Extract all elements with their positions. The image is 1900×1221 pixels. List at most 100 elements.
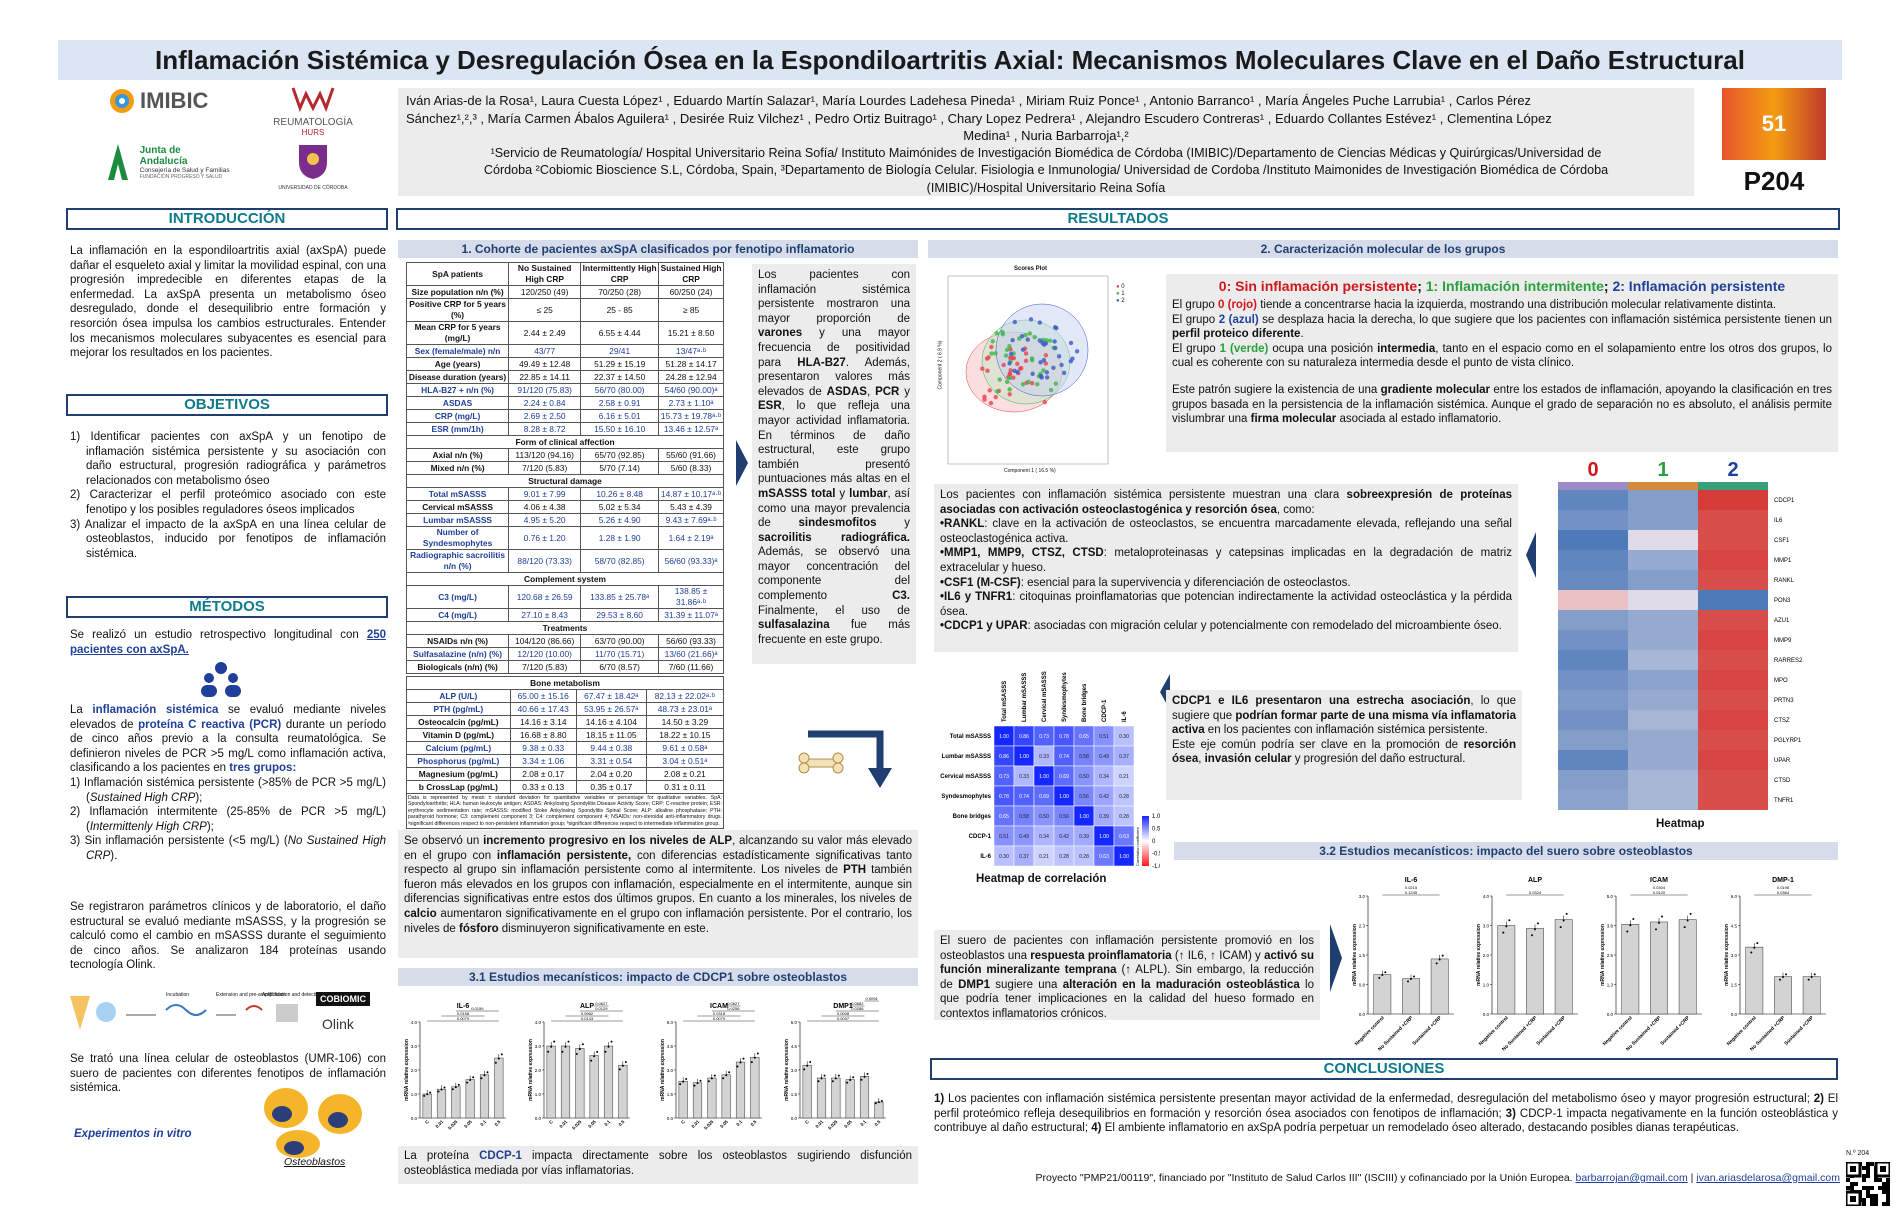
- table-row-label: b CrossLap (pg/mL): [406, 780, 511, 794]
- authors-line-1: Iván Arias-de la Rosa¹, Laura Cuesta Lóp…: [406, 93, 1532, 108]
- resultados-heading: RESULTADOS: [396, 208, 1840, 230]
- table-cell: 7/120 (5.83): [508, 660, 582, 674]
- table-row: Size population n/n (%) 120/250 (49) 70/25…: [405, 285, 724, 299]
- corr-cell: [1113, 845, 1135, 867]
- table-header: Sustained High CRP: [658, 262, 724, 286]
- corr-value: 0.86: [999, 754, 1009, 760]
- groups-text: El grupo 0 (rojo) tiende a concentrarse …: [1172, 298, 1832, 427]
- chart-point: [1689, 912, 1692, 915]
- score-point-group-1: [993, 351, 998, 356]
- chart-title: ICAM: [1650, 877, 1668, 884]
- chart-point: [486, 1071, 489, 1074]
- corr-value: 0.78: [1059, 734, 1069, 740]
- chart-point: [1785, 973, 1787, 976]
- heatmap-cell: [1698, 570, 1768, 590]
- chart-title: ALP: [580, 1003, 594, 1010]
- bar-chart-cdcp1_il6: IL-6 mRNA relative expression 0.0 1.0 2.0 3.0…: [404, 1003, 506, 1131]
- chart-pvalue: 0.0318: [713, 1011, 726, 1016]
- affiliations-line-3: (IMIBIC)/Hospital Universitario Reina So…: [926, 180, 1166, 195]
- protein-heatmap: 0 1 2 CDCP1 IL6 CSF1 MMP1 RANKL PON3 AZU1 MMP9 RARR…: [1548, 459, 1838, 840]
- chart-bar: [859, 1076, 870, 1119]
- chart-point: [831, 1080, 834, 1083]
- score-point-group-0: [982, 397, 987, 402]
- chart-point: [739, 1061, 742, 1064]
- osteoblast-cells-icon: [264, 1088, 362, 1158]
- chart-ytick: 0.0: [667, 1116, 674, 1121]
- chart-ytick: 6.0: [667, 1020, 674, 1025]
- chart-xtick: Negative control: [1602, 1015, 1634, 1047]
- corr-value: 0.51: [1099, 734, 1109, 740]
- table-cell: 27.10 ± 8.43: [508, 608, 582, 622]
- table-row: Phosphorus (pg/mL) 3.34 ± 1.06 3.31 ± 0.54…: [406, 754, 725, 768]
- score-point-group-1: [1048, 387, 1054, 393]
- chart-ytick: 1.5: [667, 1092, 674, 1097]
- table-row-label: C3 (mg/L): [405, 585, 510, 609]
- chart-point: [685, 1077, 688, 1080]
- chart-ytick: 0.0: [1483, 1012, 1490, 1017]
- chart-point: [1438, 958, 1441, 961]
- table-cell: 2.08 ± 0.17: [509, 767, 577, 781]
- score-point-group-2: [1068, 340, 1074, 346]
- heatmap-cell: [1558, 550, 1628, 570]
- groups-box: 0: Sin inflamación persistente; 1: Infla…: [1166, 274, 1838, 452]
- score-point-group-0: [1043, 353, 1049, 358]
- chart-pvalue: 0.0079: [457, 1016, 470, 1021]
- table-cell: 29.53 ± 8.60: [580, 608, 660, 622]
- heatmap-row-label: MMP9: [1774, 638, 1792, 644]
- table-cell: 10.26 ± 8.48: [580, 487, 660, 501]
- chart-xtick: 0.025: [447, 1119, 459, 1131]
- chart-xtick: 0.1: [735, 1119, 743, 1127]
- chart-ylabel: mRNA relative expression: [1600, 924, 1606, 986]
- chart-bar: [618, 1064, 628, 1119]
- table-row-label: C4 (mg/L): [405, 608, 510, 622]
- chart-bar: [1526, 928, 1544, 1015]
- chart-point: [699, 1079, 702, 1082]
- heatmap-cell: [1628, 710, 1698, 730]
- chart-bar: [603, 1045, 614, 1119]
- heatmap-cell: [1558, 490, 1628, 510]
- chart-point: [866, 1072, 869, 1075]
- table-cell: 2.69 ± 2.50: [508, 409, 582, 423]
- corr-value: 0.50: [1039, 814, 1049, 820]
- score-point-group-2: [1019, 334, 1025, 339]
- score-point-group-0: [989, 344, 994, 350]
- table-cell: 3.34 ± 1.06: [509, 754, 577, 768]
- table-cell: 53.95 ± 26.57ᵃ: [575, 702, 647, 716]
- chart-pvalue: 0.0198: [1777, 885, 1790, 890]
- chart-point: [728, 1071, 731, 1074]
- score-point-group-2: [1015, 369, 1020, 375]
- groups-paragraph: Este patrón sugiere la existencia de una…: [1172, 383, 1832, 426]
- heatmap-col-label: 1: [1657, 460, 1668, 481]
- email-link-1[interactable]: barbarrojan@gmail.com: [1575, 1172, 1688, 1184]
- scores-plot-svg: [947, 275, 1109, 465]
- chart-ytick: 4.5: [791, 1044, 798, 1049]
- table-cell: 65.00 ± 15.16: [509, 689, 577, 703]
- ucordoba-logo: UNIVERSIDAD DE CÓRDOBA: [278, 142, 348, 194]
- chart-point: [1655, 928, 1657, 931]
- qr-code-icon[interactable]: [1846, 1162, 1890, 1206]
- chart-point: [443, 1086, 446, 1089]
- chart-point: [877, 1101, 880, 1104]
- corr-row-label: IL-6: [980, 854, 991, 860]
- chart-pvalue: 0.0129: [595, 1006, 608, 1011]
- score-point-group-1: [997, 377, 1002, 382]
- corr-value: 0.39: [1079, 834, 1089, 840]
- score-point-group-0: [993, 394, 998, 400]
- chart-ylabel: mRNA relative expression: [660, 1039, 666, 1101]
- table-cell: 5/70 (7.14): [580, 461, 660, 475]
- score-point-group-0: [1042, 399, 1047, 405]
- table-cell: 13/60 (21.66)ᵃ: [658, 647, 724, 661]
- score-point-group-1: [989, 351, 994, 356]
- chart-point: [756, 1052, 759, 1055]
- table-cell: 15.21 ± 8.50: [658, 321, 724, 345]
- email-link-2[interactable]: ivan.ariasdelarosa@gmail.com: [1696, 1172, 1840, 1184]
- score-point-group-1: [1003, 353, 1009, 358]
- chart-ytick: 3.0: [535, 1044, 542, 1049]
- heatmap-cell: [1558, 530, 1628, 550]
- protein-heatmap-svg: 0 1 2 CDCP1 IL6 CSF1 MMP1 RANKL PON3 AZU1 MMP9 RARR…: [1558, 459, 1803, 810]
- corr-value: 0.28: [1059, 854, 1069, 860]
- score-point-group-2: [1061, 370, 1067, 376]
- corr-col-label: Lumbar mSASSS: [1022, 673, 1028, 722]
- table-cell: 56/70 (80.00): [580, 383, 660, 397]
- bar-chart-cdcp1_icam: ICAM mRNA relative expression 0.0 1.5 3.0 4.5…: [660, 1001, 762, 1131]
